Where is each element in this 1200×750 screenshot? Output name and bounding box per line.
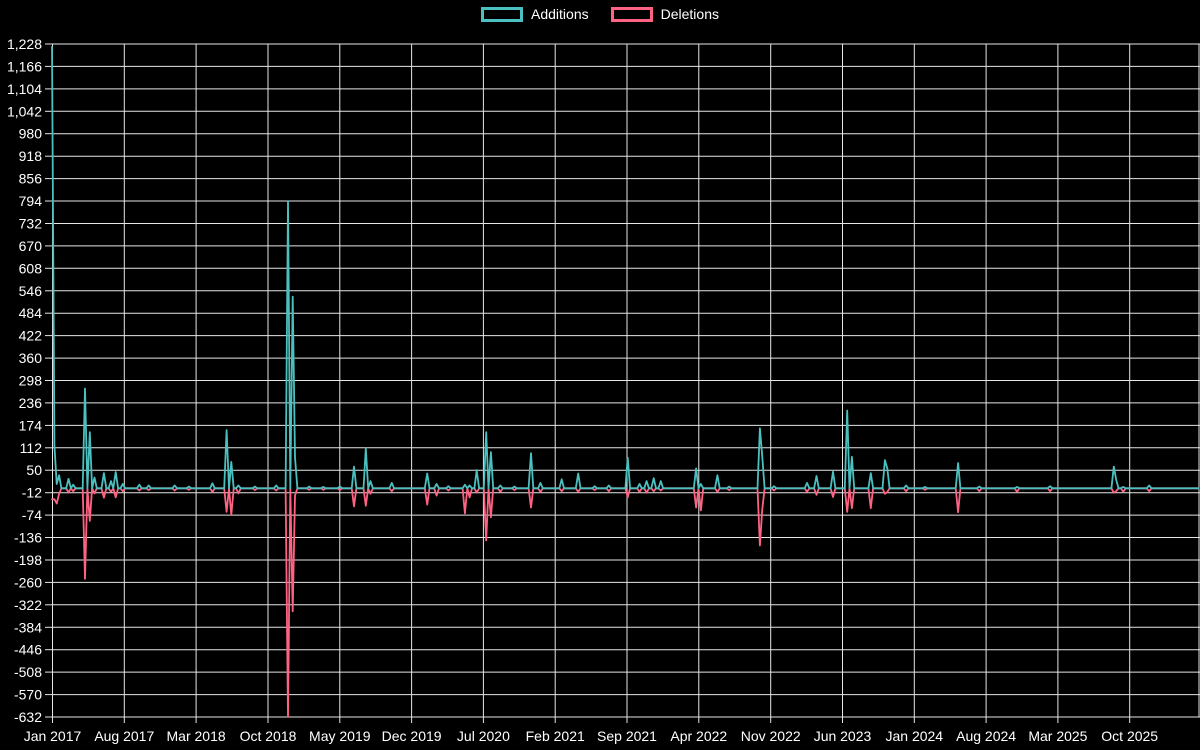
y-tick-label: 856 xyxy=(19,171,43,187)
additions-line xyxy=(51,46,1200,490)
x-tick-label: Sep 2021 xyxy=(597,728,657,744)
y-tick-label: 174 xyxy=(19,417,43,433)
x-tick-label: Aug 2024 xyxy=(956,728,1016,744)
legend-item-deletions[interactable]: Deletions xyxy=(610,6,719,22)
y-tick-label: 1,104 xyxy=(7,81,42,97)
y-tick-label: -446 xyxy=(14,642,42,658)
y-tick-label: 918 xyxy=(19,148,43,164)
x-tick-label: Nov 2022 xyxy=(741,728,801,744)
y-tick-label: -384 xyxy=(14,619,42,635)
y-axis-labels: 1,228 1,166 1,104 1,042 980 918 856 794 732 670 60… xyxy=(7,36,42,725)
y-tick-label: -322 xyxy=(14,597,42,613)
x-tick-label: Feb 2021 xyxy=(526,728,585,744)
gridlines xyxy=(52,43,1200,718)
y-tick-label: 1,042 xyxy=(7,103,42,119)
x-tick-label: Jan 2017 xyxy=(24,728,82,744)
x-tick-label: Oct 2025 xyxy=(1101,728,1158,744)
y-tick-label: -632 xyxy=(14,709,42,725)
x-tick-label: Oct 2018 xyxy=(240,728,297,744)
data-series xyxy=(51,46,1200,718)
x-tick-label: Jul 2020 xyxy=(457,728,510,744)
y-tick-label: 546 xyxy=(19,283,43,299)
x-tick-label: Mar 2025 xyxy=(1028,728,1087,744)
y-tick-label: 360 xyxy=(19,350,43,366)
x-tick-label: Jun 2023 xyxy=(814,728,872,744)
y-tick-label: 794 xyxy=(19,193,43,209)
y-tick-label: 608 xyxy=(19,260,43,276)
y-tick-label: 50 xyxy=(26,462,42,478)
x-tick-label: Dec 2019 xyxy=(382,728,442,744)
y-tick-label: 670 xyxy=(19,238,43,254)
y-tick-label: 484 xyxy=(19,305,43,321)
x-tick-label: Mar 2018 xyxy=(167,728,226,744)
y-tick-label: -12 xyxy=(22,485,42,501)
additions-legend-label: Additions xyxy=(531,6,589,22)
y-tick-label: 236 xyxy=(19,395,43,411)
y-tick-label: -260 xyxy=(14,574,42,590)
y-tick-label: -198 xyxy=(14,552,42,568)
y-tick-label: 112 xyxy=(20,440,43,456)
y-tick-label: 732 xyxy=(19,216,43,232)
y-tick-label: 298 xyxy=(19,373,43,389)
x-tick-label: Apr 2022 xyxy=(670,728,727,744)
y-tick-label: 422 xyxy=(19,328,43,344)
y-tick-label: 980 xyxy=(19,126,43,142)
y-tick-label: -136 xyxy=(14,530,42,546)
deletions-swatch xyxy=(610,6,653,22)
x-tick-label: May 2019 xyxy=(309,728,371,744)
y-tick-label: -74 xyxy=(22,507,42,523)
x-axis-labels: Jan 2017 Aug 2017 Mar 2018 Oct 2018 May 2019… xyxy=(24,728,1159,744)
y-tick-label: -508 xyxy=(14,664,42,680)
x-tick-label: Jan 2024 xyxy=(885,728,943,744)
deletions-line xyxy=(51,487,1200,718)
y-tick-label: 1,166 xyxy=(7,58,42,74)
legend-item-additions[interactable]: Additions xyxy=(481,6,589,22)
additions-swatch xyxy=(481,6,524,22)
chart-legend: Additions Deletions xyxy=(0,6,1200,22)
y-tick-label: 1,228 xyxy=(7,36,42,52)
deletions-legend-label: Deletions xyxy=(660,6,719,22)
axis-ticks xyxy=(45,43,1131,723)
y-tick-label: -570 xyxy=(14,687,42,703)
x-tick-label: Aug 2017 xyxy=(94,728,154,744)
